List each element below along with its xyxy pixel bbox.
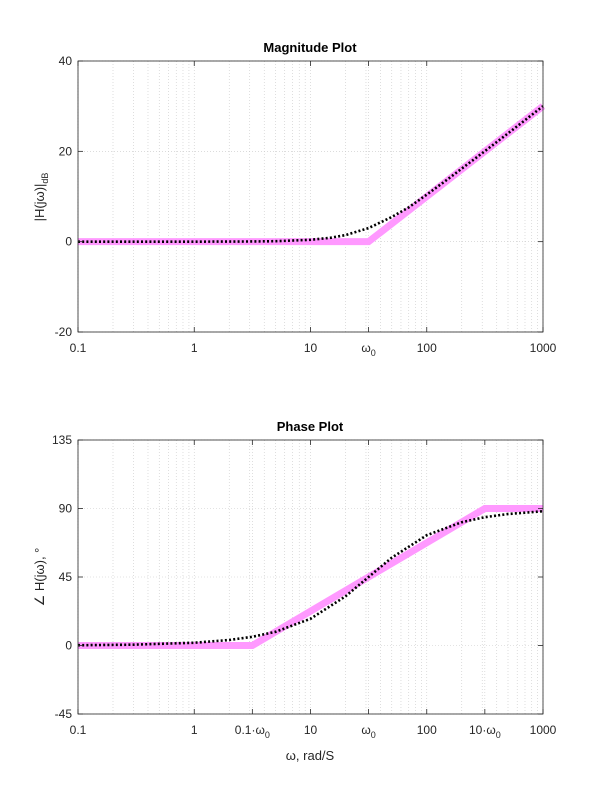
phase-y-tick-label: 90	[59, 502, 73, 516]
phase-x-tick-label: 10·ω0	[469, 723, 501, 740]
phase-y-tick-label: -45	[55, 707, 73, 721]
magnitude-plot: Magnitude Plot |H(jω)|dB 0.1 1 10 ω0 100 1000…	[32, 40, 557, 358]
magnitude-x-tick-label: 10	[304, 341, 318, 355]
magnitude-grid	[77, 60, 544, 333]
phase-x-tick-label: 0.1·ω0	[235, 723, 270, 740]
magnitude-x-tick-label: 100	[417, 341, 437, 355]
phase-y-tick-label: 135	[52, 433, 72, 447]
phase-plot: Phase Plot ∠ H(jω), ° ω, rad/S 0.1 1 0.1·ω…	[32, 419, 557, 763]
magnitude-y-tick-label: 20	[59, 144, 73, 158]
magnitude-y-tick-label: 0	[65, 235, 72, 249]
phase-exact-response-line	[77, 509, 544, 647]
phase-plot-title: Phase Plot	[277, 419, 344, 434]
phase-x-tick-label: 1	[191, 723, 198, 737]
phase-x-tick-label: 100	[417, 723, 437, 737]
magnitude-y-tick-label: -20	[55, 325, 73, 339]
magnitude-plot-title: Magnitude Plot	[263, 40, 357, 55]
phase-y-tick-label: 45	[59, 570, 73, 584]
magnitude-exact-response-line	[78, 105, 544, 243]
phase-x-tick-label: ω0	[361, 723, 375, 740]
magnitude-y-axis-label: |H(jω)|dB	[32, 173, 50, 222]
phase-x-tick-label: 1000	[530, 723, 557, 737]
magnitude-x-tick-label: 0.1	[70, 341, 87, 355]
phase-y-tick-label: 0	[65, 639, 72, 653]
phase-x-axis-label: ω, rad/S	[286, 748, 335, 763]
magnitude-y-tick-label: 40	[59, 54, 73, 68]
magnitude-x-tick-label: 1000	[530, 341, 557, 355]
magnitude-x-tick-label: 1	[191, 341, 198, 355]
magnitude-x-tick-label: ω0	[361, 341, 375, 358]
phase-x-tick-label: 0.1	[70, 723, 87, 737]
phase-y-axis-label: ∠ H(jω), °	[32, 548, 47, 607]
phase-x-tick-label: 10	[304, 723, 318, 737]
